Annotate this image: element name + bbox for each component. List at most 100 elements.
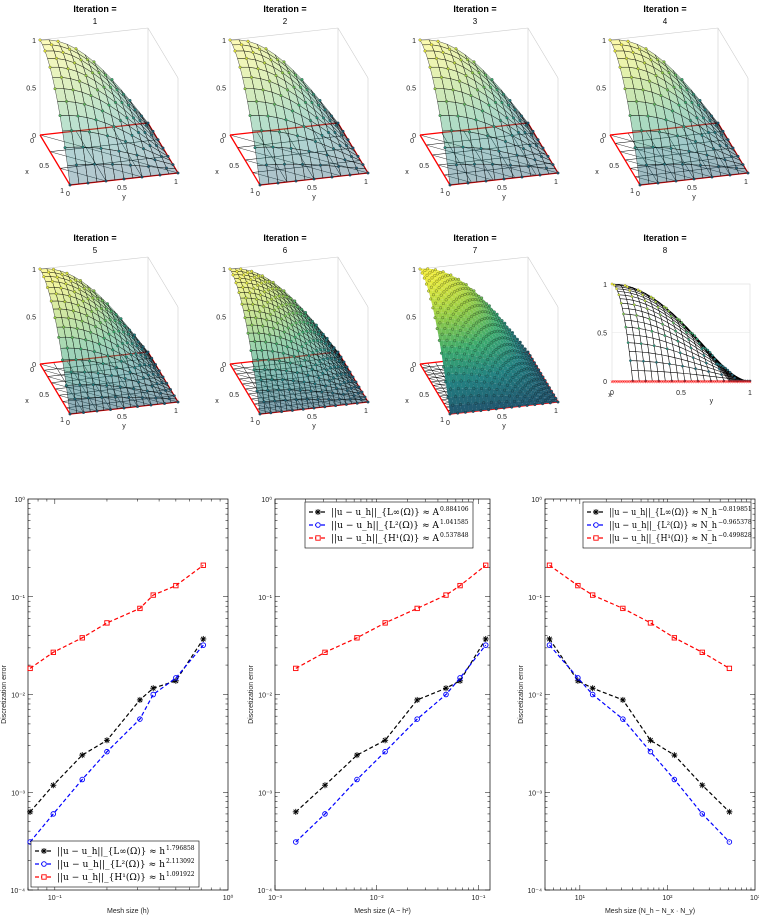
surface-cell — [455, 284, 461, 290]
surface-node — [430, 276, 434, 280]
surface-node — [543, 382, 546, 386]
axis-box-edge — [609, 27, 719, 41]
surface-node — [281, 294, 285, 298]
surface-node — [53, 87, 57, 91]
mesh-node — [715, 362, 719, 366]
surface-node — [61, 50, 65, 54]
mesh-line — [657, 301, 679, 382]
surface-node — [73, 397, 77, 401]
surface-node — [442, 365, 445, 369]
surface-node — [482, 337, 485, 341]
x-tick-label: 1 — [60, 417, 64, 424]
surface-node — [512, 339, 515, 343]
y-tick-label: 0 — [256, 191, 260, 198]
surface-cell — [529, 368, 535, 375]
surface-cell — [479, 312, 485, 319]
x-tick-label: 0.5 — [419, 392, 429, 399]
data-point — [619, 696, 626, 703]
surface-cell — [483, 323, 488, 330]
surface-cell — [480, 305, 486, 312]
surface-node — [324, 384, 328, 388]
surface-node — [94, 325, 97, 329]
surface-node — [519, 347, 523, 351]
surface-node — [536, 373, 539, 377]
legend-marker — [593, 522, 599, 528]
legend-label: ||u − u_h||_{L²(Ω)} ≈ h — [57, 859, 165, 870]
surface-cell — [465, 288, 471, 294]
surface-cell — [439, 287, 444, 292]
surface-node — [53, 316, 57, 320]
surface-node — [145, 389, 149, 393]
mesh-node — [678, 351, 682, 355]
surface-node — [325, 153, 329, 157]
surface-cell — [490, 313, 496, 320]
base-mesh-diagonal — [431, 154, 515, 178]
panel-iteration-number: 2 — [283, 17, 288, 26]
surface-node — [489, 311, 493, 315]
surface-cell — [488, 345, 494, 353]
surface-node — [317, 332, 320, 336]
surface-node — [530, 372, 534, 376]
surface-cell — [493, 352, 499, 359]
y-tick-label: 0 — [256, 420, 260, 427]
surface-node — [315, 349, 319, 352]
surface-node — [102, 336, 106, 340]
surface-cell — [451, 282, 457, 288]
surface-node — [473, 304, 477, 308]
surface-node — [104, 307, 108, 311]
surface-cell — [465, 294, 470, 301]
surface-node — [680, 78, 684, 81]
surface-node — [514, 341, 518, 345]
surface-node — [504, 140, 507, 143]
surface-cell — [439, 340, 445, 347]
surface-node — [482, 85, 486, 89]
surface-node — [537, 382, 541, 386]
surface-node — [551, 398, 555, 402]
surface-node — [460, 303, 463, 307]
surface-node — [523, 395, 527, 399]
surface-node — [473, 366, 476, 370]
surface-cell — [490, 355, 496, 363]
surface-node — [510, 357, 513, 361]
base-mesh-line — [443, 162, 553, 176]
surface-node — [316, 339, 320, 343]
surface-node — [313, 330, 317, 334]
x-tick-label: 1 — [250, 417, 254, 424]
surface-node — [533, 368, 537, 372]
y-tick-label: 10⁰ — [261, 496, 272, 504]
surface-node — [466, 58, 469, 62]
surface-node — [437, 338, 441, 342]
panel-title: Iteration = — [453, 4, 496, 14]
surface-node — [137, 131, 140, 134]
surface-node — [636, 67, 640, 71]
surface-cell — [494, 395, 500, 403]
surface-node — [454, 277, 458, 281]
surface-node — [79, 58, 83, 62]
mesh-node — [655, 361, 658, 364]
surface-node — [260, 281, 263, 285]
surface-node — [273, 102, 276, 106]
surface-cell — [505, 337, 510, 345]
surface-node — [95, 409, 99, 413]
surface-node — [438, 321, 442, 325]
surface-node — [47, 270, 51, 274]
surface-cell — [530, 364, 536, 371]
surface-cell — [495, 401, 501, 409]
surface-cell — [448, 275, 453, 280]
surface-node — [285, 295, 289, 299]
surface-node — [101, 299, 105, 303]
surface-cell — [442, 359, 448, 367]
surface-node — [281, 378, 284, 382]
surface-cell — [447, 396, 453, 406]
surface-node — [350, 379, 354, 383]
surface-node — [715, 123, 718, 127]
surface-cell — [450, 274, 456, 280]
surface-cell — [520, 352, 526, 359]
surface-node — [361, 163, 365, 167]
y-tick-label: 1 — [554, 408, 558, 415]
surface-node — [440, 283, 444, 287]
surface-node — [541, 402, 544, 406]
surface-node — [548, 401, 552, 405]
mesh-node — [691, 356, 695, 359]
surface-node — [262, 305, 266, 308]
